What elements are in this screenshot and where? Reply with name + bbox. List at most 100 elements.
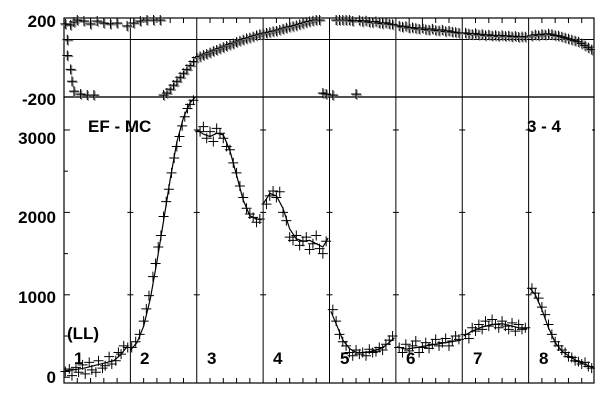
point-panel-2-21: [188, 95, 199, 106]
point-panel-1-11: [97, 363, 108, 374]
top-point-1-0: [60, 18, 71, 29]
plot-layer: [60, 15, 595, 384]
point-panel-2-11: [161, 196, 172, 207]
top-point-1-6: [85, 18, 96, 29]
point-panel-8-6: [546, 329, 557, 340]
panel-label-5: 5: [340, 349, 349, 368]
point-panel-3-18: [254, 213, 265, 224]
top-point-1-16: [75, 89, 86, 100]
point-panel-3-10: [228, 157, 239, 168]
point-panel-4-18: [321, 236, 332, 247]
point-panel-3-12: [234, 181, 245, 192]
top-point-1-11: [122, 20, 133, 31]
top-point-1-12-shadow: [63, 51, 74, 62]
top-point-1-12: [62, 50, 73, 61]
top-point-4-17-shadow: [315, 16, 326, 26]
top-point-1-8: [98, 17, 109, 28]
point-panel-5-0: [327, 304, 338, 315]
top-point-1-13: [65, 64, 76, 75]
top-point-1-11-shadow: [123, 21, 134, 32]
point-panel-1-0: [60, 366, 71, 377]
point-panel-7-13: [503, 324, 514, 335]
top-point-5-0: [327, 90, 338, 100]
point-panel-4-13: [304, 244, 315, 255]
point-panel-2-7: [150, 258, 161, 269]
point-panel-6-1: [397, 347, 408, 358]
point-panel-1-4: [73, 367, 84, 378]
point-panel-6-11: [430, 334, 441, 345]
point-panel-2-14: [169, 152, 180, 163]
panel-label-2: 2: [140, 349, 149, 368]
point-panel-2-12: [163, 184, 174, 195]
point-panel-4-15: [311, 230, 322, 241]
point-panel-2-1: [130, 336, 141, 347]
point-panel-3-13: [238, 192, 249, 203]
point-panel-3-3: [205, 126, 216, 137]
point-panel-6-18: [453, 334, 464, 345]
point-panel-1-2: [66, 370, 77, 381]
top-point-7-18-shadow: [521, 32, 532, 43]
point-panel-7-18: [520, 322, 531, 333]
point-panel-1-1: [64, 363, 75, 374]
point-panel-1-9: [90, 367, 101, 378]
top-point-5-7-shadow: [352, 90, 363, 101]
top-point-1-7: [92, 15, 103, 26]
point-panel-3-11: [231, 167, 242, 178]
point-panel-1-6: [80, 368, 91, 379]
top-point-1-6-shadow: [86, 19, 97, 30]
top-point-1-10-shadow: [113, 18, 124, 29]
top-point-1-18: [88, 90, 99, 100]
point-panel-5-10: [361, 350, 372, 361]
point-panel-4-0: [261, 199, 272, 210]
panel-label-3: 3: [207, 349, 216, 368]
point-panel-6-2: [400, 339, 411, 350]
point-panel-4-17: [317, 248, 328, 259]
point-panel-3-1: [198, 121, 209, 132]
top-point-5-0-shadow: [328, 91, 339, 101]
point-panel-7-5: [477, 324, 488, 335]
point-panel-6-5: [410, 335, 421, 346]
point-panel-2-0: [126, 342, 137, 353]
point-panel-4-12: [301, 232, 312, 243]
point-panel-1-16: [113, 347, 124, 358]
point-panel-3-2: [201, 133, 212, 144]
point-panel-1-5: [77, 359, 88, 370]
point-panel-4-3: [271, 192, 282, 203]
point-panel-7-14: [507, 317, 518, 328]
point-panel-8-4: [540, 309, 551, 320]
top-point-8-18: [586, 44, 595, 55]
top-point-1-5-shadow: [79, 16, 90, 27]
panel-label-8: 8: [539, 349, 548, 368]
top-point-8-18-shadow: [587, 45, 595, 56]
point-panel-1-8: [86, 364, 97, 375]
point-panel-8-2: [533, 293, 544, 304]
top-point-2-4-shadow: [156, 16, 167, 26]
bottom-y-tick-3000: 3000: [18, 129, 56, 148]
point-panel-2-6: [147, 271, 158, 282]
point-panel-1-18: [118, 340, 129, 351]
top-point-1-14: [66, 76, 77, 87]
point-panel-4-9: [291, 230, 302, 241]
point-panel-1-12: [100, 360, 111, 371]
annotation-range: 3 - 4: [527, 117, 562, 136]
point-panel-2-5: [143, 290, 154, 301]
point-panel-8-3: [536, 302, 547, 313]
point-panel-2-16: [174, 131, 185, 142]
point-panel-1-3: [70, 362, 81, 373]
top-y-tick-min: -200: [22, 90, 56, 109]
top-point-4-19: [321, 89, 332, 100]
top-point-5-18-shadow: [388, 20, 399, 31]
point-panel-4-2: [268, 185, 279, 196]
bottom-y-tick-0: 0: [47, 368, 56, 387]
point-panel-2-10: [158, 211, 169, 222]
top-point-1-15: [68, 86, 79, 97]
point-panel-2-3: [138, 316, 149, 327]
point-panel-5-18: [387, 331, 398, 342]
point-panel-5-6: [347, 350, 358, 361]
top-point-1-15-shadow: [69, 87, 80, 98]
top-point-2-0: [128, 17, 139, 28]
top-point-1-7-shadow: [93, 16, 104, 27]
top-point-2-4: [155, 15, 166, 25]
point-panel-4-4: [274, 186, 285, 197]
